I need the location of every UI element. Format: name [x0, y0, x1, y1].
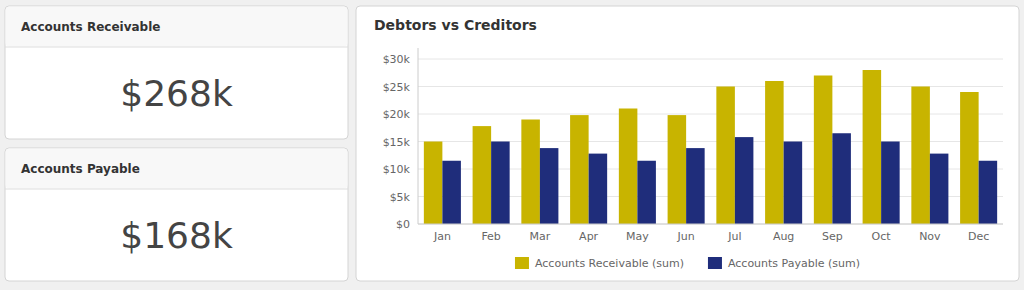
x-tick-label: Jul — [727, 230, 741, 243]
kpi-title: Accounts Receivable — [21, 20, 160, 34]
bar — [716, 87, 735, 225]
chart-title: Debtors vs Creditors — [374, 17, 537, 33]
x-tick-label: Mar — [529, 230, 550, 243]
kpi-card: Accounts Receivable $268k — [5, 6, 348, 139]
y-tick-label: $5k — [390, 191, 411, 204]
y-tick-label: $0 — [396, 218, 410, 231]
grid-line — [418, 224, 1003, 225]
kpi-value: $168k — [120, 215, 233, 256]
card-header — [6, 7, 348, 47]
x-tick-label: Jun — [677, 230, 695, 243]
legend-swatch — [708, 257, 722, 269]
legend-item: Accounts Receivable (sum) — [515, 257, 684, 270]
kpi-value: $268k — [120, 73, 233, 114]
y-tick-label: $20k — [383, 108, 411, 121]
grid-line — [418, 59, 1003, 60]
y-tick-label: $10k — [383, 163, 411, 176]
x-tick-label: Oct — [872, 230, 892, 243]
bar — [589, 154, 608, 224]
bar — [570, 115, 589, 224]
card-header — [6, 149, 348, 189]
bar — [832, 133, 851, 224]
card-header-rule — [5, 47, 348, 48]
y-tick-label: $30k — [383, 53, 411, 66]
bar — [442, 161, 461, 224]
bar — [735, 137, 754, 224]
legend-label: Accounts Receivable (sum) — [535, 257, 684, 270]
x-tick-label: Jan — [433, 230, 451, 243]
legend: Accounts Receivable (sum) Accounts Payabl… — [515, 257, 860, 270]
chart-panel: Debtors vs Creditors $0 $5k $10k $15k $20k $25… — [356, 6, 1019, 281]
bar — [930, 154, 949, 224]
kpi-card: Accounts Payable $168k — [5, 148, 348, 281]
panel-frame — [356, 6, 1019, 281]
bar — [814, 76, 833, 225]
bar — [473, 126, 492, 224]
bar — [863, 70, 882, 224]
bar — [911, 87, 930, 225]
bar — [424, 142, 443, 225]
x-tick-label: May — [626, 230, 649, 243]
legend-item: Accounts Payable (sum) — [708, 257, 860, 270]
bar — [668, 115, 687, 224]
background — [0, 0, 1024, 290]
bar — [979, 161, 998, 224]
bar — [960, 92, 979, 224]
bar — [540, 148, 559, 224]
bar — [619, 109, 638, 225]
card-frame — [5, 6, 348, 139]
y-tick-label: $25k — [383, 81, 411, 94]
bar — [521, 120, 540, 225]
bar — [765, 81, 784, 224]
legend-label: Accounts Payable (sum) — [728, 257, 860, 270]
x-tick-label: Feb — [481, 230, 500, 243]
x-tick-label: Aug — [773, 230, 794, 243]
dashboard: Accounts Receivable $268k Accounts Payable… — [0, 0, 1024, 290]
x-tick-label: Sep — [822, 230, 843, 243]
card-header-rule — [5, 189, 348, 190]
y-tick-label: $15k — [383, 136, 411, 149]
bar — [637, 161, 656, 224]
card-frame — [5, 148, 348, 281]
kpi-title: Accounts Payable — [21, 162, 140, 176]
x-axis-line — [418, 224, 1003, 225]
legend-swatch — [515, 257, 529, 269]
bar — [881, 142, 900, 225]
x-tick-label: Apr — [579, 230, 599, 243]
bar — [686, 148, 705, 224]
x-tick-label: Dec — [968, 230, 989, 243]
bars — [424, 70, 997, 224]
bar — [491, 142, 510, 225]
x-tick-label: Nov — [919, 230, 941, 243]
bar — [784, 142, 803, 225]
y-axis-line — [418, 48, 419, 224]
